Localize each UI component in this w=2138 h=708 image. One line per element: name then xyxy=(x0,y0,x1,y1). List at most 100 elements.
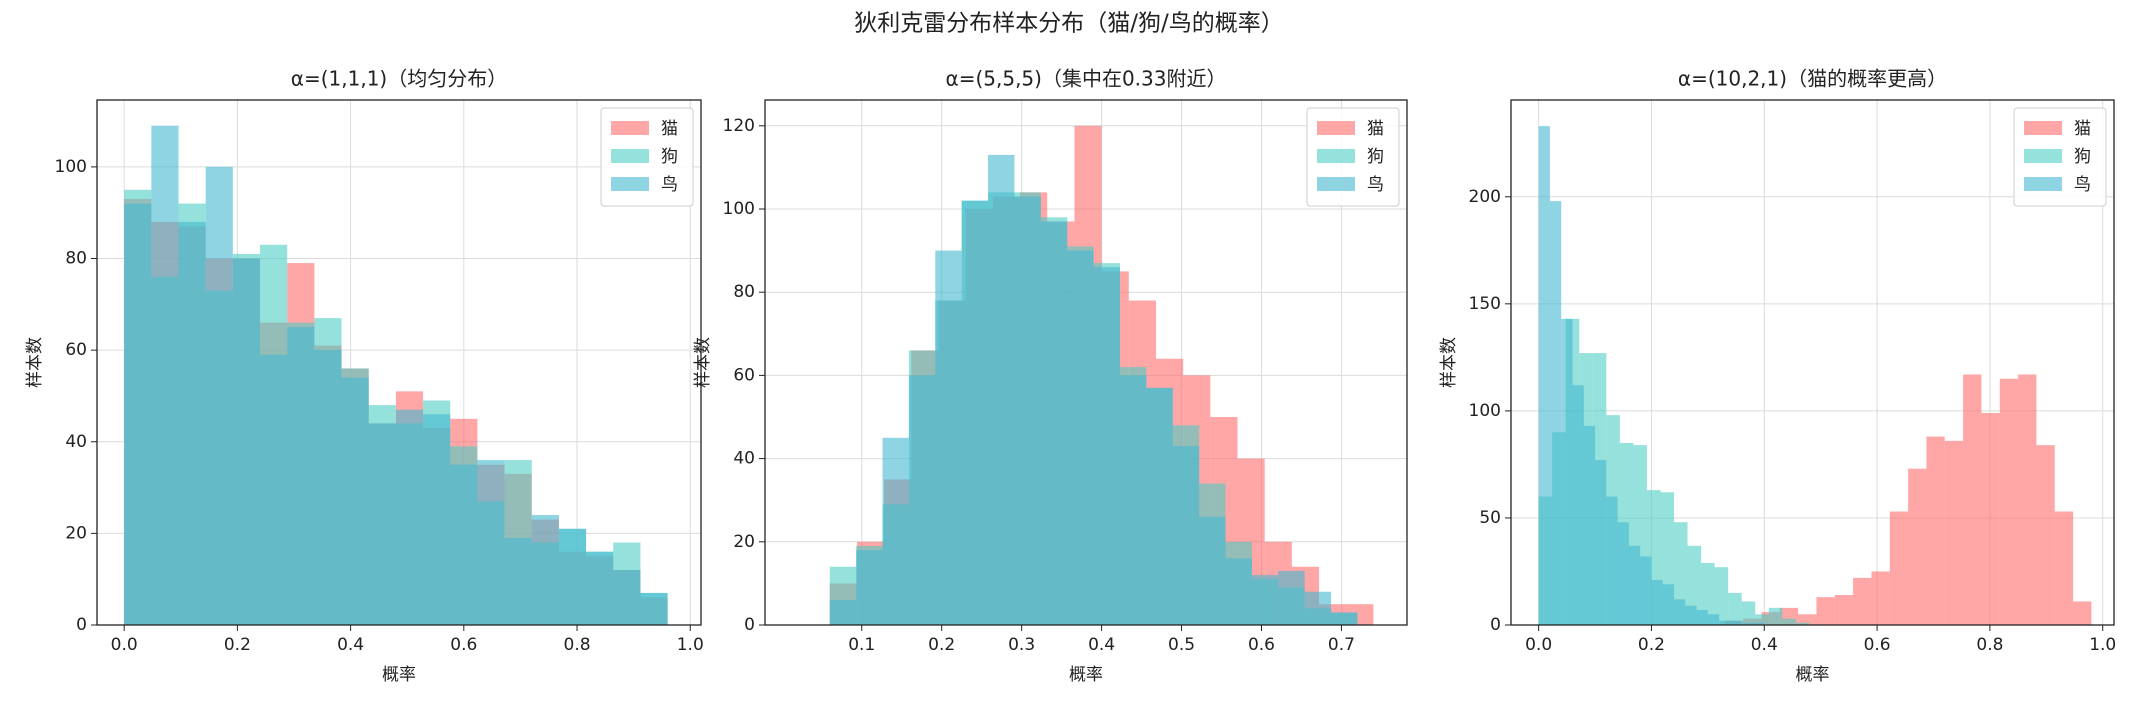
histogram-bar xyxy=(450,464,478,625)
subplot: α=(5,5,5)（集中在0.33附近） 概率 样本数 0.1 0.2 0.3 0.4 0.5… xyxy=(693,67,1408,685)
histogram-bar xyxy=(477,460,505,625)
histogram-bar xyxy=(504,537,532,625)
legend-label: 狗 xyxy=(661,147,678,167)
histogram-bar xyxy=(586,551,614,625)
y-tick-label: 40 xyxy=(733,449,755,469)
x-tick-label: 0.2 xyxy=(928,635,955,655)
histogram-bar xyxy=(961,200,989,626)
histogram-bar xyxy=(1628,545,1641,625)
legend-label: 猫 xyxy=(1367,119,1384,139)
legend-swatch xyxy=(1317,121,1355,135)
legend-label: 鸟 xyxy=(1367,175,1384,195)
x-tick-label: 0.7 xyxy=(1328,635,1355,655)
x-tick-label: 0.2 xyxy=(224,635,251,655)
legend-swatch xyxy=(1317,149,1355,163)
subplot: α=(1,1,1)（均匀分布） 概率 样本数 0.0 0.2 0.4 0.6 0.8 1.0 0 2… xyxy=(25,67,704,686)
legend-label: 鸟 xyxy=(2074,175,2091,195)
histogram-bar xyxy=(1606,496,1618,625)
y-tick-label: 120 xyxy=(723,116,755,136)
x-tick-label: 0.8 xyxy=(564,635,591,655)
histogram-bar xyxy=(1755,614,1769,625)
histogram-bar xyxy=(1662,584,1675,625)
plot-frame xyxy=(1510,99,2115,626)
histogram-bar xyxy=(1199,516,1226,625)
histogram-bar xyxy=(1561,318,1573,625)
histogram-bar xyxy=(151,125,179,625)
histogram-bar xyxy=(1583,425,1596,625)
histogram-bar xyxy=(1093,267,1120,625)
histogram-bar xyxy=(205,166,233,625)
x-tick-label: 0.6 xyxy=(1248,635,1275,655)
histogram-bar xyxy=(1719,620,1731,625)
histogram-bar xyxy=(1782,618,1796,625)
histogram-bar xyxy=(1146,387,1173,625)
y-tick-label: 0 xyxy=(1490,615,1501,635)
histogram-bar xyxy=(1119,375,1147,625)
histogram-bar xyxy=(1674,599,1686,625)
histogram-bar xyxy=(1963,374,1982,625)
y-tick-label: 150 xyxy=(1469,294,1501,314)
histogram-bar xyxy=(1853,577,1872,625)
histogram-bar xyxy=(1795,622,1810,625)
histogram-bar xyxy=(1889,511,1909,625)
histogram-bar xyxy=(1768,607,1783,625)
y-tick-label: 50 xyxy=(1479,508,1501,528)
legend-swatch xyxy=(611,177,649,191)
histogram-bar xyxy=(558,528,587,625)
legend-label: 狗 xyxy=(1367,147,1384,167)
histogram-bar xyxy=(1696,610,1708,625)
histogram-bar xyxy=(1908,468,1927,625)
histogram-bar xyxy=(1834,595,1854,625)
x-axis-label: 概率 xyxy=(1796,665,1830,685)
histogram-bar xyxy=(2036,445,2055,625)
x-tick-label: 1.0 xyxy=(2089,635,2116,655)
x-tick-label: 0.6 xyxy=(1864,635,1891,655)
histogram-bar xyxy=(1172,446,1200,625)
histogram-bar xyxy=(1752,622,1765,625)
legend-swatch xyxy=(611,121,649,135)
y-tick-label: 60 xyxy=(733,365,755,385)
histogram-bar xyxy=(988,154,1015,625)
histogram-bar xyxy=(1999,378,2019,625)
histogram-bar xyxy=(1278,570,1305,625)
legend-swatch xyxy=(611,149,649,163)
histogram-bar xyxy=(1549,201,1562,625)
x-axis-label: 概率 xyxy=(382,665,416,685)
histogram-bar xyxy=(1304,591,1332,625)
histogram-bar xyxy=(1538,126,1550,626)
legend-swatch xyxy=(2024,177,2062,191)
x-tick-label: 0.0 xyxy=(1525,635,1552,655)
histogram-bar xyxy=(1926,436,1945,625)
histogram-bar xyxy=(1014,196,1041,625)
histogram-bar xyxy=(124,203,152,625)
plot-frame xyxy=(764,99,1408,626)
histogram-bar xyxy=(1701,562,1715,625)
x-tick-label: 0.8 xyxy=(1976,635,2003,655)
x-tick-label: 0.4 xyxy=(1088,635,1115,655)
histogram-bar xyxy=(2018,374,2037,625)
histogram-bar xyxy=(178,221,206,625)
histogram-bar xyxy=(1687,545,1702,625)
histogram-bar xyxy=(531,515,559,625)
legend-swatch xyxy=(2024,149,2062,163)
plot-frame xyxy=(96,99,702,626)
histogram-bar xyxy=(1685,605,1697,625)
legend-label: 猫 xyxy=(661,119,678,139)
x-tick-label: 0.5 xyxy=(1168,635,1195,655)
x-tick-label: 0.6 xyxy=(450,635,477,655)
y-tick-label: 100 xyxy=(723,199,755,219)
histogram-bar xyxy=(1944,440,1964,625)
histogram-bar xyxy=(1871,571,1890,625)
y-tick-label: 20 xyxy=(65,523,87,543)
histogram-bar xyxy=(2073,601,2092,625)
x-tick-label: 0.1 xyxy=(848,635,875,655)
histogram-bar xyxy=(882,437,909,625)
x-tick-label: 0.4 xyxy=(337,635,364,655)
y-tick-label: 100 xyxy=(55,157,87,177)
histogram-bar xyxy=(1651,580,1663,625)
histogram-bar xyxy=(640,592,668,625)
x-tick-label: 0.4 xyxy=(1751,635,1778,655)
histogram-bar xyxy=(1741,622,1753,625)
figure-title: 狄利克雷分布样本分布（猫/狗/鸟的概率） xyxy=(854,11,1284,37)
